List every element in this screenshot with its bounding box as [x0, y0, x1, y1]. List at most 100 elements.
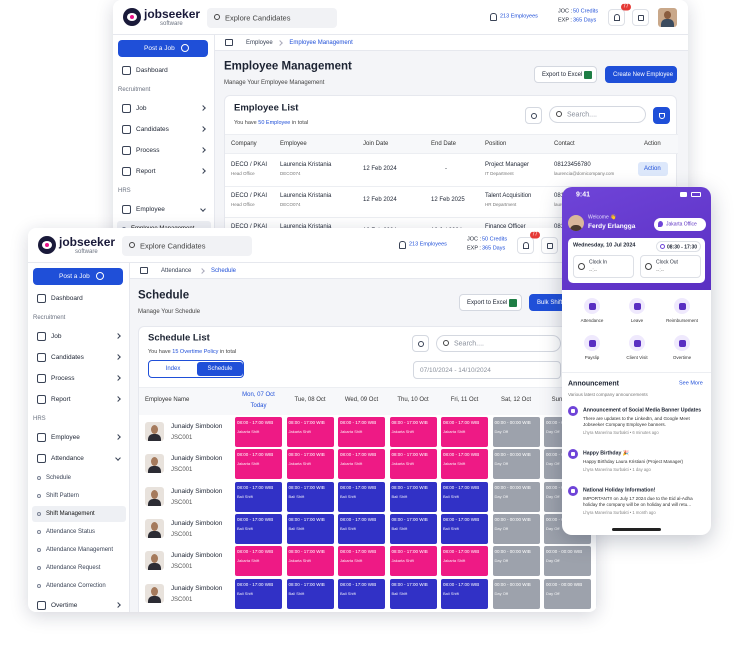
shift-cell[interactable]: 00:00 - 00:00 WIB Day Off [544, 578, 591, 609]
nav-item[interactable]: Schedule [32, 470, 126, 486]
nav-item[interactable]: Attendance Management [32, 542, 126, 558]
shift-cell[interactable]: 08:00 - 17:00 WIB Jakarta Shift [441, 546, 488, 577]
nav-icon [122, 145, 131, 155]
shift-cell[interactable]: 08:00 - 17:00 WIB Bali Shift [286, 578, 334, 609]
shift-cell[interactable]: 00:00 - 00:00 WIB Day Off [492, 481, 540, 512]
shift-cell[interactable]: 08:00 - 17:00 WIB Bali Shift [235, 578, 282, 609]
shift-cell[interactable]: 00:00 - 00:00 WIB Day Off [492, 546, 540, 577]
nav-item[interactable]: Report [32, 390, 126, 409]
list-search[interactable]: Search.... [436, 335, 561, 352]
shift-cell[interactable]: 08:00 - 17:00 WIB Jakarta Shift [441, 449, 488, 480]
shift-cell[interactable]: 08:00 - 17:00 WIB Bali Shift [235, 513, 282, 544]
note-prefix: You have [234, 120, 259, 126]
shift-cell[interactable]: 00:00 - 00:00 WIB Day Off [492, 513, 540, 544]
see-more[interactable]: See More [679, 380, 703, 387]
shift-cell[interactable]: 00:00 - 00:00 WIB Day Off [492, 417, 540, 447]
nav-item[interactable]: Process [32, 369, 126, 388]
shift-name: Bali Shift [288, 590, 305, 596]
shift-cell[interactable]: 08:00 - 17:00 WIB Jakarta Shift [286, 449, 334, 480]
menu-icon[interactable] [629, 335, 645, 351]
shift-cell[interactable]: 08:00 - 17:00 WIB Jakarta Shift [389, 417, 437, 447]
search-box[interactable]: Explore Candidates [122, 236, 252, 256]
menu-icon[interactable] [629, 298, 645, 314]
refresh-button[interactable] [412, 335, 429, 352]
nav-item[interactable]: Attendance Status [32, 524, 126, 540]
nav-item[interactable]: Process [117, 141, 211, 160]
shift-cell[interactable]: 08:00 - 17:00 WIB Bali Shift [389, 578, 437, 609]
clock-box[interactable]: Clock Out --:-- [640, 255, 701, 278]
notification-button[interactable] [517, 237, 534, 254]
menu-icon[interactable] [674, 298, 690, 314]
shift-cell[interactable]: 08:00 - 17:00 WIB Bali Shift [338, 481, 385, 512]
nav-item[interactable]: Candidates [32, 348, 126, 367]
nav-item[interactable]: Dashboard [32, 289, 126, 308]
export-button[interactable]: Export to Excel [459, 294, 522, 311]
shift-cell[interactable]: 08:00 - 17:00 WIB Jakarta Shift [338, 417, 385, 447]
create-button[interactable]: Create New Employee [605, 66, 677, 83]
shift-cell[interactable]: 08:00 - 17:00 WIB Jakarta Shift [235, 449, 282, 480]
nav-item[interactable]: Shift Pattern [32, 488, 126, 504]
export-button[interactable]: Export to Excel [534, 66, 597, 83]
shift-cell[interactable]: 08:00 - 17:00 WIB Bali Shift [286, 513, 334, 544]
nav-item[interactable]: Attendance [32, 449, 126, 468]
nav-item[interactable]: Candidates [117, 120, 211, 139]
shift-cell[interactable]: 08:00 - 17:00 WIB Bali Shift [441, 481, 488, 512]
nav-item[interactable]: Employee [117, 200, 211, 219]
shift-cell[interactable]: 08:00 - 17:00 WIB Jakarta Shift [389, 546, 437, 577]
shift-cell[interactable]: 08:00 - 17:00 WIB Jakarta Shift [338, 449, 385, 480]
shift-cell[interactable]: 08:00 - 17:00 WIB Jakarta Shift [389, 449, 437, 480]
shift-cell[interactable]: 08:00 - 17:00 WIB Bali Shift [389, 513, 437, 544]
post-job-button[interactable]: Post a Job [118, 40, 208, 57]
office-pill[interactable]: Jakarta Office [654, 218, 706, 231]
announcement-item-title[interactable]: Announcement of Social Media Banner Upda… [583, 407, 702, 414]
menu-icon[interactable] [584, 335, 600, 351]
clock-box[interactable]: Clock In --:-- [573, 255, 634, 278]
card-title: Schedule List [148, 332, 210, 344]
post-job-button[interactable]: Post a Job [33, 268, 123, 285]
shift-cell[interactable]: 00:00 - 00:00 WIB Day Off [492, 578, 540, 609]
shift-cell[interactable]: 08:00 - 17:00 WIB Bali Shift [441, 513, 488, 544]
announcement-item-title[interactable]: National Holiday Information! [583, 487, 656, 494]
view-tab[interactable]: Index [150, 362, 196, 376]
calendar-button[interactable] [632, 9, 649, 26]
shift-cell[interactable]: 08:00 - 17:00 WIB Jakarta Shift [441, 417, 488, 447]
shift-cell[interactable]: 08:00 - 17:00 WIB Jakarta Shift [286, 546, 334, 577]
shift-cell[interactable]: 08:00 - 17:00 WIB Bali Shift [389, 481, 437, 512]
announcement-item-title[interactable]: Happy Birthday 🎉 [583, 450, 630, 457]
date-range[interactable]: 07/10/2024 - 14/10/2024 [413, 361, 561, 379]
refresh-button[interactable] [525, 107, 542, 124]
shift-cell[interactable]: 08:00 - 17:00 WIB Bali Shift [338, 513, 385, 544]
shift-cell[interactable]: 08:00 - 17:00 WIB Bali Shift [286, 481, 334, 512]
menu-icon[interactable] [584, 298, 600, 314]
action-button[interactable]: Action [638, 162, 668, 176]
nav-item[interactable]: Job [32, 327, 126, 346]
shift-cell[interactable]: 08:00 - 17:00 WIB Bali Shift [441, 578, 488, 609]
notification-button[interactable] [608, 9, 625, 26]
menu-icon[interactable] [674, 335, 690, 351]
breadcrumb-item[interactable]: Employee [246, 40, 273, 46]
shift-cell[interactable]: 08:00 - 17:00 WIB Jakarta Shift [235, 546, 282, 577]
nav-item[interactable]: Job [117, 99, 211, 118]
nav-item[interactable]: Report [117, 162, 211, 181]
search-box[interactable]: Explore Candidates [207, 8, 337, 28]
shift-cell[interactable]: 08:00 - 17:00 WIB Jakarta Shift [235, 417, 282, 447]
nav-item[interactable]: Dashboard [117, 61, 211, 80]
nav-item[interactable]: Overtime [32, 596, 126, 612]
shift-cell[interactable]: 00:00 - 00:00 WIB Day Off [544, 546, 591, 577]
shift-cell[interactable]: 00:00 - 00:00 WIB Day Off [492, 449, 540, 480]
list-search[interactable]: Search.... [549, 106, 646, 123]
calendar-button[interactable] [541, 237, 558, 254]
filter-button[interactable] [653, 107, 670, 124]
shift-cell[interactable]: 08:00 - 17:00 WIB Jakarta Shift [338, 546, 385, 577]
nav-item[interactable]: Attendance Correction [32, 578, 126, 594]
breadcrumb-item[interactable]: Attendance [161, 268, 192, 274]
shift-cell[interactable]: 08:00 - 17:00 WIB Bali Shift [338, 578, 385, 609]
nav-item[interactable]: Shift Management [32, 506, 126, 522]
avatar[interactable] [658, 8, 677, 27]
nav-item[interactable]: Employee [32, 428, 126, 447]
shift-cell[interactable]: 08:00 - 17:00 WIB Bali Shift [235, 481, 282, 512]
nav-item[interactable]: Attendance Request [32, 560, 126, 576]
welcome: Welcome 👋 [588, 214, 617, 221]
shift-cell[interactable]: 08:00 - 17:00 WIB Jakarta Shift [286, 417, 334, 447]
view-tab[interactable]: Schedule [197, 362, 243, 376]
